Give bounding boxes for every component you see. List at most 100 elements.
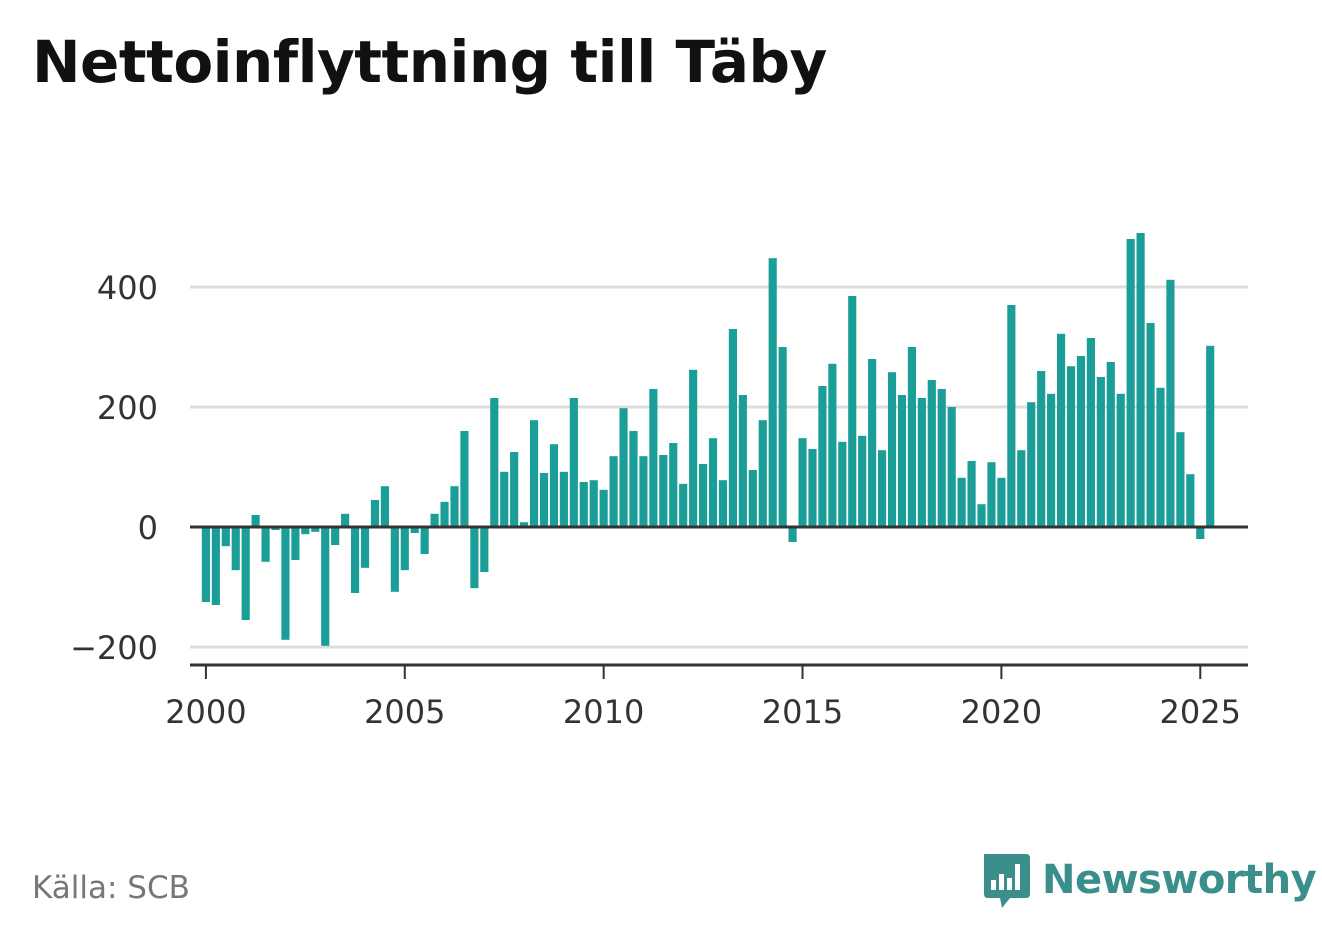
bar — [1166, 279, 1175, 527]
bars — [201, 233, 1215, 646]
bar — [291, 527, 300, 560]
bar — [1086, 338, 1095, 527]
bar — [1176, 432, 1185, 527]
bar — [738, 395, 747, 527]
bar — [848, 296, 857, 527]
bar — [460, 431, 469, 527]
bar — [619, 408, 628, 527]
bar — [520, 522, 529, 527]
bar — [788, 527, 797, 542]
bar — [639, 456, 648, 527]
bar — [231, 527, 240, 571]
bar — [649, 389, 658, 527]
y-tick-label: 400 — [97, 269, 158, 307]
bar — [798, 438, 807, 527]
bar — [659, 455, 668, 527]
bar — [768, 258, 777, 527]
bar — [450, 486, 459, 527]
bar — [370, 500, 380, 527]
bar — [569, 398, 578, 527]
bar — [549, 444, 559, 527]
bar — [699, 464, 708, 527]
x-tick-label: 2010 — [563, 693, 644, 731]
bar — [1106, 362, 1115, 527]
bar — [579, 482, 588, 527]
bar — [977, 504, 986, 527]
bar — [1056, 333, 1066, 527]
bar — [758, 420, 767, 527]
bar — [201, 527, 210, 602]
bar — [679, 483, 688, 527]
y-tick-label: 200 — [97, 389, 158, 427]
bar — [669, 443, 678, 527]
bar — [858, 435, 867, 527]
chart-title: Nettoinflyttning till Täby — [32, 28, 827, 96]
bar — [947, 407, 956, 527]
bar — [311, 527, 320, 532]
bar — [539, 473, 549, 527]
bar-chart-speech-bubble-icon — [984, 854, 1030, 908]
bar — [301, 527, 310, 535]
bar — [818, 386, 827, 527]
bar — [718, 480, 728, 527]
bar — [907, 347, 916, 527]
y-tick-label: 0 — [138, 509, 158, 547]
brand-name: Newsworthy — [1042, 857, 1317, 903]
bar — [1017, 450, 1026, 527]
bar — [868, 359, 877, 527]
bar — [211, 527, 220, 605]
newsworthy-logo[interactable]: Newsworthy — [980, 850, 1317, 910]
bar — [1096, 377, 1105, 527]
bar — [748, 470, 757, 527]
bar — [629, 431, 638, 527]
bar — [1206, 345, 1215, 527]
bar — [251, 515, 260, 527]
bar — [470, 527, 479, 589]
bar — [1136, 233, 1145, 527]
bar — [559, 471, 568, 527]
bar — [321, 527, 330, 646]
bar — [987, 462, 996, 527]
x-tick-label: 2015 — [762, 693, 843, 731]
bar — [380, 486, 389, 527]
bar — [589, 480, 598, 527]
bar — [400, 527, 409, 571]
bar — [828, 363, 837, 527]
bar — [728, 329, 737, 527]
bar — [877, 450, 887, 527]
source-note: Källa: SCB — [32, 870, 190, 906]
bar — [1126, 239, 1135, 527]
x-tick-label: 2005 — [364, 693, 445, 731]
bar — [1146, 323, 1155, 527]
bar — [1156, 387, 1165, 527]
bar — [430, 513, 439, 527]
bar — [480, 527, 489, 572]
bar — [838, 441, 847, 527]
bar — [1047, 393, 1056, 527]
bar — [967, 461, 976, 527]
bar — [1027, 402, 1036, 527]
bar — [897, 395, 907, 527]
bar — [410, 527, 419, 533]
bar — [1196, 527, 1205, 539]
bar — [241, 527, 250, 620]
bar — [689, 369, 698, 527]
bar — [281, 527, 290, 640]
x-tick-label: 2025 — [1160, 693, 1241, 731]
bar — [1066, 366, 1076, 527]
bar — [1076, 356, 1086, 527]
bar — [778, 347, 787, 527]
bar — [1007, 305, 1016, 527]
bar — [529, 420, 539, 527]
bar — [341, 513, 350, 527]
y-tick-label: −200 — [70, 629, 158, 667]
bar — [609, 456, 618, 527]
bar — [221, 527, 230, 547]
bar — [360, 527, 370, 568]
bar — [927, 380, 936, 527]
bar — [1186, 474, 1195, 527]
bar — [440, 501, 449, 527]
bar — [390, 527, 399, 592]
